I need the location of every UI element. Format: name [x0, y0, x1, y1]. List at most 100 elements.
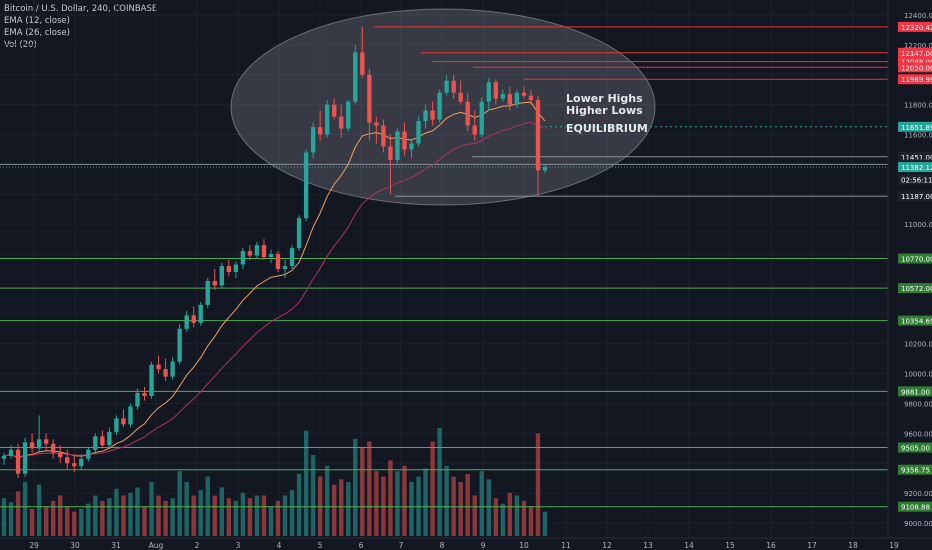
candle-body-7[interactable]: [51, 443, 56, 453]
candle-body-0[interactable]: [1, 455, 7, 459]
candle-body-56[interactable]: [395, 131, 400, 160]
candle-body-22[interactable]: [156, 364, 161, 370]
candle-body-16[interactable]: [114, 418, 119, 432]
candle-body-65[interactable]: [458, 92, 463, 102]
candle-body-26[interactable]: [184, 315, 189, 329]
candle-body-31[interactable]: [219, 266, 224, 286]
candle-body-71[interactable]: [500, 94, 506, 99]
price-tag-9[interactable]: 02:56:11: [901, 176, 932, 184]
candle-body-57[interactable]: [402, 131, 407, 150]
time-axis[interactable]: 29 30 31 Aug 2 3 4 5 6 7 8 9 10 11 12 13 14 15 16 17 18 19: [0, 537, 932, 550]
candle-body-76[interactable]: [535, 100, 541, 171]
candle-body-29[interactable]: [205, 280, 210, 305]
price-tag-1[interactable]: 12147.00: [901, 50, 932, 58]
candle-body-23[interactable]: [163, 369, 168, 377]
price-tag-6[interactable]: 11451.00: [901, 154, 932, 162]
candle-body-64[interactable]: [451, 80, 456, 93]
candle-body-38[interactable]: [268, 254, 274, 258]
price-tag-12[interactable]: 10572.00: [901, 285, 932, 293]
candle-body-69[interactable]: [486, 82, 491, 102]
candle-body-33[interactable]: [233, 264, 239, 272]
candle-body-49[interactable]: [346, 101, 351, 129]
candle-body-44[interactable]: [310, 127, 316, 153]
candle-body-15[interactable]: [107, 431, 112, 446]
candle-body-72[interactable]: [507, 94, 513, 105]
price-tag-3[interactable]: 12050.00: [901, 64, 932, 72]
candle-body-61[interactable]: [430, 110, 435, 120]
legend-ema26[interactable]: EMA (26, close): [4, 28, 70, 38]
candle-body-59[interactable]: [416, 121, 421, 144]
legend-symbol[interactable]: Bitcoin / U.S. Dollar, 240, COINBASE: [4, 4, 158, 14]
candle-body-52[interactable]: [367, 74, 372, 123]
candle-body-20[interactable]: [142, 393, 147, 396]
candle-body-17[interactable]: [121, 418, 126, 425]
candle-body-4[interactable]: [29, 442, 35, 449]
price-tag-14[interactable]: 9881.00: [901, 388, 930, 396]
candle-body-50[interactable]: [353, 52, 358, 102]
candle-body-48[interactable]: [339, 116, 344, 129]
candle-body-41[interactable]: [289, 248, 295, 267]
candle-body-39[interactable]: [275, 254, 281, 269]
candle-body-24[interactable]: [170, 361, 175, 377]
price-tag-11[interactable]: 10770.00: [901, 256, 932, 264]
legend-ema12[interactable]: EMA (12, close): [4, 16, 70, 26]
candle-body-1[interactable]: [8, 449, 14, 456]
price-tag-17[interactable]: 9108.88: [901, 504, 930, 512]
candle-body-19[interactable]: [135, 393, 140, 407]
candle-body-55[interactable]: [388, 146, 393, 160]
candle-body-40[interactable]: [282, 266, 288, 269]
candle-body-35[interactable]: [247, 251, 253, 256]
price-tag-10[interactable]: 11187.00: [901, 193, 932, 201]
candle-body-53[interactable]: [374, 122, 379, 126]
candle-body-25[interactable]: [177, 328, 182, 362]
candle-body-46[interactable]: [325, 104, 330, 135]
candle-body-75[interactable]: [528, 95, 534, 101]
candle-body-74[interactable]: [521, 92, 527, 96]
candle-body-51[interactable]: [360, 52, 365, 75]
price-tag-16[interactable]: 9356.75: [901, 467, 930, 475]
price-tag-5[interactable]: 11651.89: [901, 124, 932, 132]
candle-body-14[interactable]: [100, 436, 105, 446]
candle-body-54[interactable]: [381, 125, 386, 147]
candle-body-42[interactable]: [296, 218, 302, 249]
candle-body-8[interactable]: [58, 452, 63, 458]
candle-body-30[interactable]: [212, 280, 217, 286]
price-tag-8[interactable]: 11382.12: [901, 164, 932, 172]
candle-body-3[interactable]: [22, 442, 28, 474]
price-tag-13[interactable]: 10354.69: [901, 318, 932, 326]
candle-body-2[interactable]: [15, 449, 21, 474]
candle-body-28[interactable]: [198, 304, 203, 323]
candles[interactable]: [1, 26, 548, 479]
candle-body-60[interactable]: [423, 110, 428, 122]
candle-body-63[interactable]: [444, 80, 449, 93]
price-axis[interactable]: 9000.00 9200.00 9600.00 9800.00 10000.00 1020…: [887, 0, 932, 550]
candle-body-9[interactable]: [65, 457, 70, 464]
candle-body-45[interactable]: [317, 127, 323, 135]
candle-body-43[interactable]: [303, 152, 309, 219]
candle-body-12[interactable]: [86, 449, 91, 459]
candle-body-18[interactable]: [128, 406, 133, 425]
candle-body-37[interactable]: [261, 245, 267, 258]
candle-body-62[interactable]: [437, 92, 442, 120]
candle-body-77[interactable]: [542, 167, 548, 171]
candle-body-6[interactable]: [43, 439, 49, 444]
candle-body-36[interactable]: [254, 245, 260, 256]
candle-body-66[interactable]: [465, 101, 470, 126]
candle-body-27[interactable]: [191, 315, 196, 323]
candle-body-32[interactable]: [226, 266, 232, 272]
candle-body-58[interactable]: [409, 143, 414, 150]
candle-body-5[interactable]: [36, 439, 42, 449]
candle-body-67[interactable]: [472, 125, 477, 135]
price-tag-4[interactable]: 11969.99: [901, 76, 932, 84]
candle-body-73[interactable]: [514, 92, 520, 105]
price-tag-0[interactable]: 12320.42: [901, 24, 932, 32]
candle-body-70[interactable]: [493, 82, 498, 99]
candle-body-68[interactable]: [479, 101, 484, 135]
candle-body-47[interactable]: [332, 104, 337, 117]
candle-body-21[interactable]: [149, 364, 154, 396]
candle-body-13[interactable]: [93, 436, 98, 450]
candle-body-34[interactable]: [240, 251, 246, 265]
candle-body-10[interactable]: [72, 463, 77, 467]
price-tag-15[interactable]: 9505.00: [901, 445, 930, 453]
